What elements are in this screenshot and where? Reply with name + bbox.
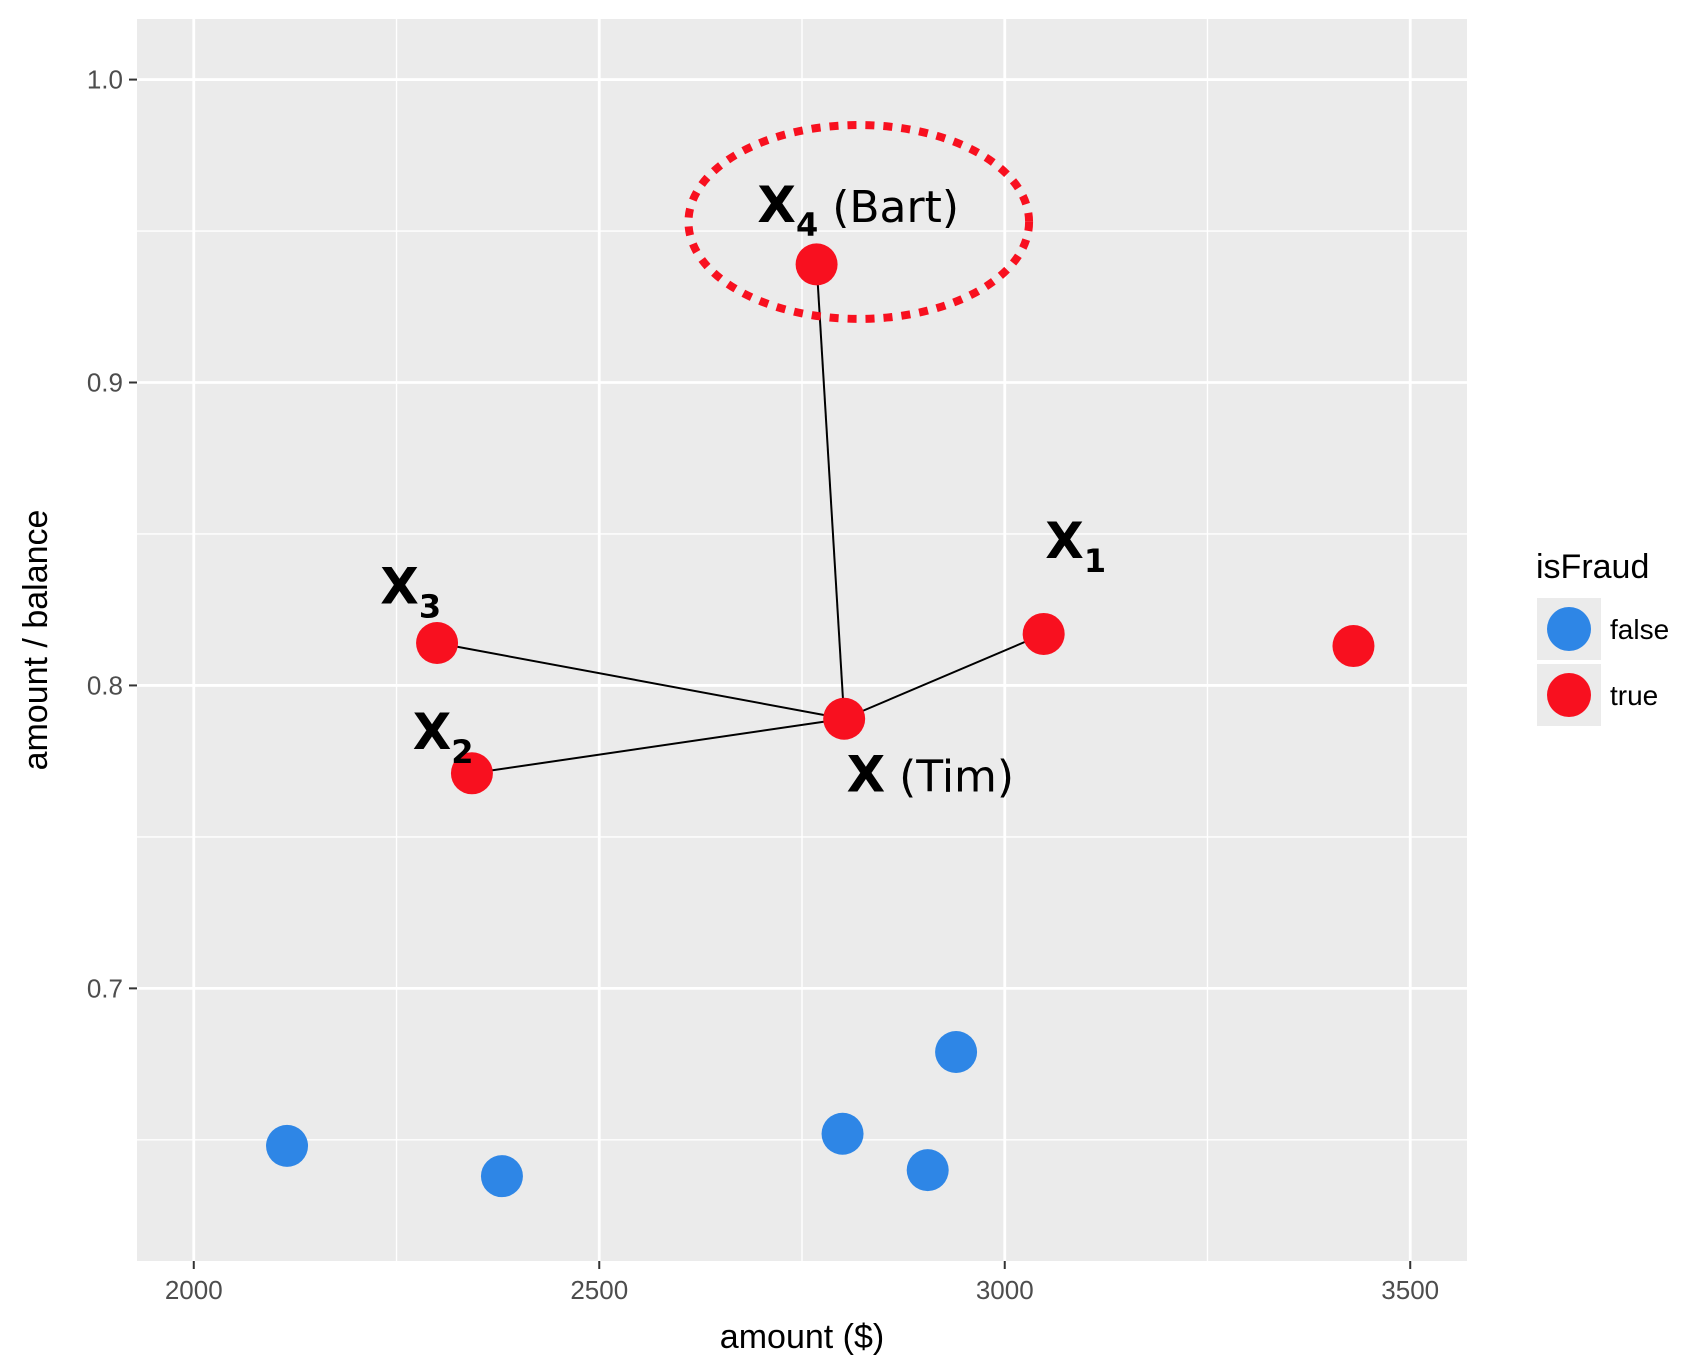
point-annotations: X1 X2 X3 X4 (Bart) X (Tim): [380, 176, 1106, 804]
legend-title: isFraud: [1536, 548, 1649, 586]
data-points: [266, 243, 1375, 1198]
y-tick-label: 0.9: [87, 368, 123, 398]
data-point-true: [1022, 612, 1065, 655]
data-point-false: [935, 1030, 978, 1073]
legend-marker-true: [1547, 673, 1591, 717]
data-point-true: [416, 622, 459, 665]
x-tick-label: 2000: [165, 1275, 223, 1305]
x-tick-label: 3000: [976, 1275, 1034, 1305]
data-point-false: [821, 1112, 864, 1155]
connection-line: [471, 717, 845, 775]
highlight-ellipse-shape: [684, 121, 1034, 323]
legend-label-false: false: [1610, 614, 1669, 645]
legend: isFraud false true: [1536, 548, 1669, 726]
data-point-false: [480, 1155, 523, 1198]
annotation-label: X3: [380, 558, 441, 626]
connection-line: [843, 633, 1045, 720]
connection-lines: [436, 264, 1045, 775]
y-tick-label: 0.8: [87, 670, 123, 700]
x-tick-label: 2500: [570, 1275, 628, 1305]
y-tick-label: 1.0: [87, 65, 123, 95]
connection-line: [815, 264, 846, 719]
annotation-label: X1: [1045, 512, 1106, 580]
annotation-label: X4 (Bart): [757, 176, 959, 244]
annotation-label: X (Tim): [847, 745, 1015, 803]
data-point-true: [795, 243, 838, 286]
legend-label-true: true: [1610, 680, 1658, 711]
data-point-false: [906, 1149, 949, 1192]
annotation-label: X2: [413, 703, 474, 771]
data-point-true: [450, 752, 493, 795]
axis-ticks: 2000 2500 3000 3500 0.7 0.8 0.9 1.0: [87, 65, 1439, 1305]
highlight-ellipse: [684, 121, 1034, 323]
y-tick-label: 0.7: [87, 973, 123, 1003]
y-axis-title: amount / balance: [17, 510, 55, 771]
data-point-false: [266, 1124, 309, 1167]
grid: [137, 19, 1467, 1261]
connection-line: [436, 642, 845, 720]
data-point-true: [823, 697, 866, 740]
x-axis-title: amount ($): [720, 1318, 884, 1356]
x-tick-label: 3500: [1381, 1275, 1439, 1305]
data-point-true: [1332, 625, 1375, 668]
legend-marker-false: [1547, 607, 1591, 651]
